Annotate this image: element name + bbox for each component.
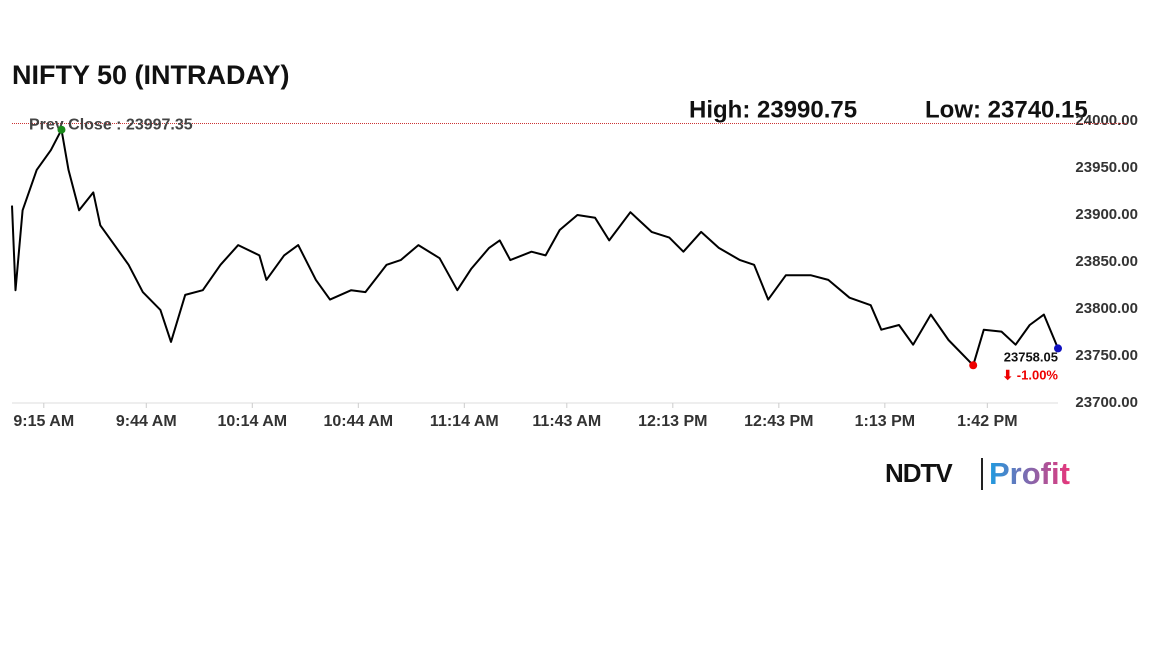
x-tick-label: 9:15 AM xyxy=(13,413,74,430)
x-tick-label: 1:13 PM xyxy=(855,413,915,430)
y-tick-label: 23800.00 xyxy=(1075,300,1138,317)
high-label: High: 23990.75 xyxy=(689,96,857,123)
x-tick-label: 12:13 PM xyxy=(638,413,707,430)
x-tick-label: 11:43 AM xyxy=(532,413,601,430)
x-tick-label: 1:42 PM xyxy=(957,413,1017,430)
last-price: 23758.05 xyxy=(1004,349,1058,364)
change-label: ⬇ -1.00% xyxy=(1002,367,1058,382)
y-tick-label: 23700.00 xyxy=(1075,394,1138,411)
last-dot xyxy=(1054,344,1062,353)
y-tick-label: 23900.00 xyxy=(1075,206,1138,223)
prev-close-label: Prev Close : 23997.35 xyxy=(29,117,193,134)
high-dot xyxy=(57,125,66,134)
x-tick-label: 10:44 AM xyxy=(323,413,393,430)
low-dot xyxy=(969,361,978,370)
low-label: Low: 23740.15 xyxy=(925,96,1088,123)
logo-product: Profit xyxy=(989,456,1070,491)
logo-brand: NDTV xyxy=(885,458,953,488)
y-tick-label: 23850.00 xyxy=(1075,253,1138,270)
y-tick-label: 23950.00 xyxy=(1075,159,1138,176)
x-tick-label: 10:14 AM xyxy=(217,413,287,430)
x-tick-label: 12:43 PM xyxy=(744,413,813,430)
x-tick-label: 11:14 AM xyxy=(430,413,499,430)
y-tick-label: 24000.00 xyxy=(1075,112,1138,129)
y-tick-label: 23750.00 xyxy=(1075,347,1138,364)
chart-title: NIFTY 50 (INTRADAY) xyxy=(12,60,290,90)
price-line xyxy=(11,128,1059,367)
x-tick-label: 9:44 AM xyxy=(116,413,177,430)
